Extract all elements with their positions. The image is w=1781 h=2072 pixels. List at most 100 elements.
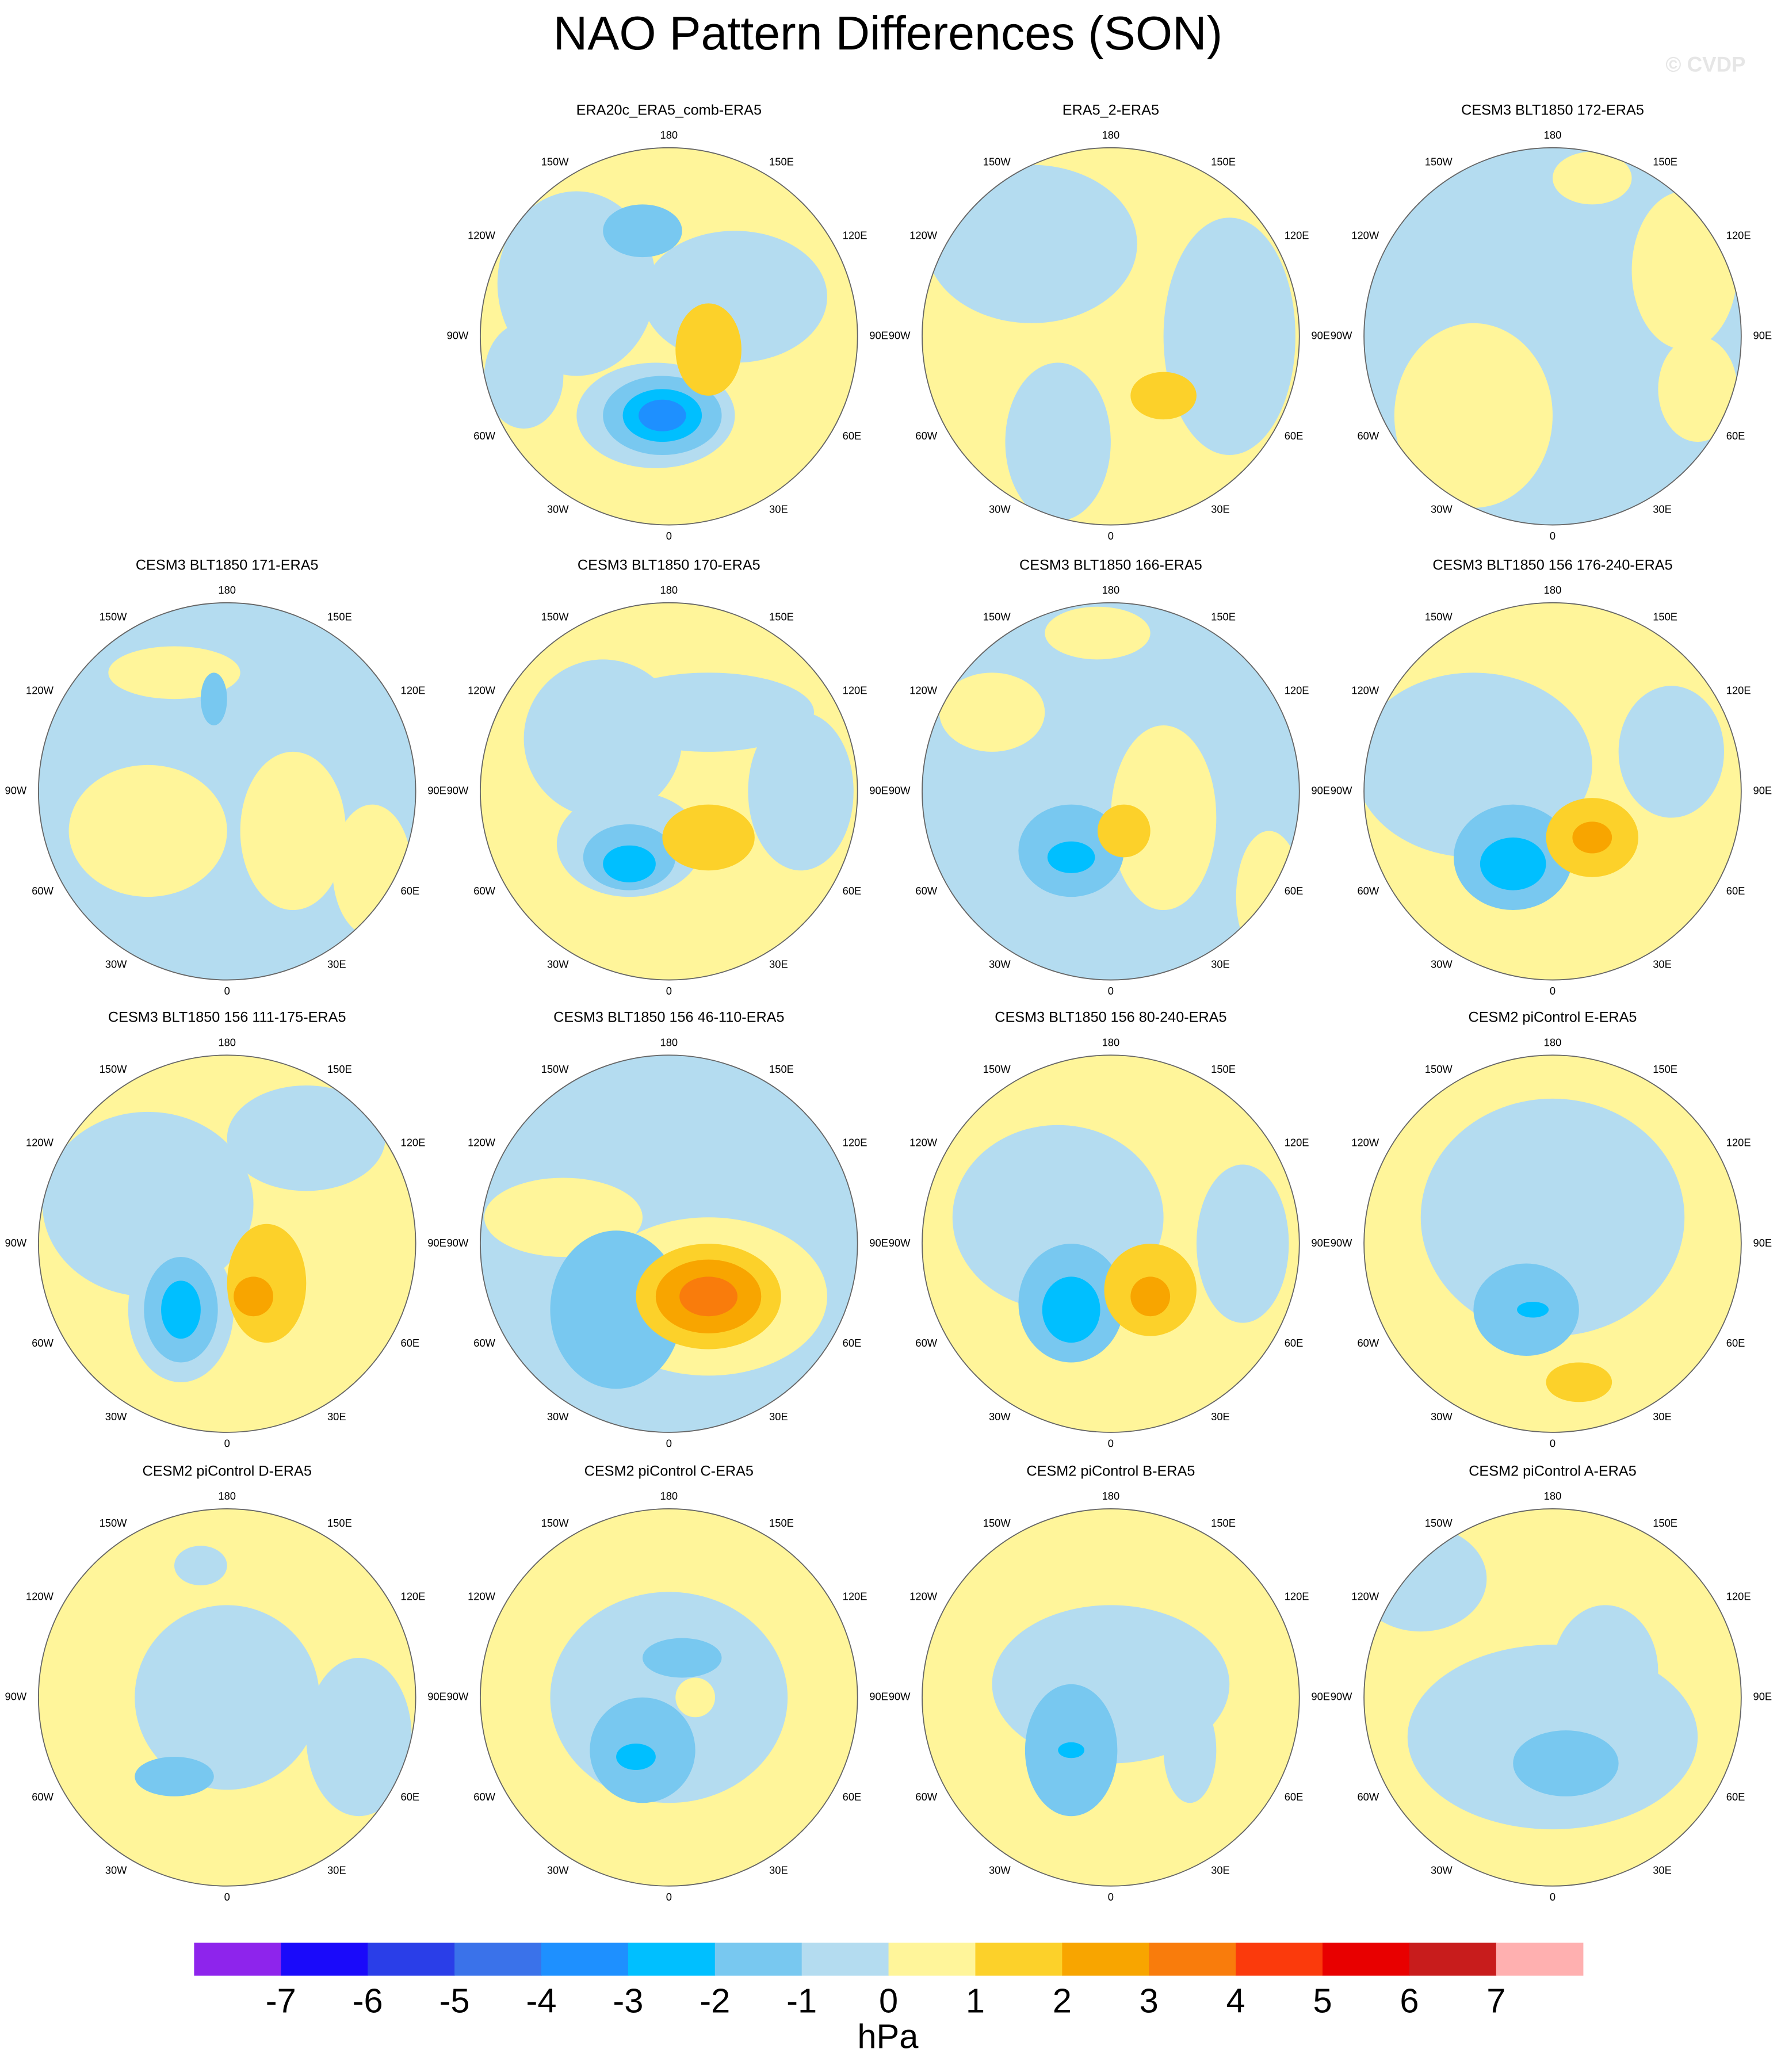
lon-label: 150W xyxy=(541,1063,570,1075)
lon-label: 90W xyxy=(1331,330,1352,342)
lon-label: 60W xyxy=(1357,1791,1379,1803)
contour-fill xyxy=(240,751,346,911)
lon-label: 180 xyxy=(1544,584,1562,596)
contour-fill xyxy=(234,1276,273,1317)
colorbar-box xyxy=(541,1943,629,1976)
lon-label: 90W xyxy=(5,1237,27,1249)
lon-label: 90W xyxy=(447,785,469,797)
lon-label: 30W xyxy=(989,1410,1011,1423)
lon-label: 90E xyxy=(427,785,446,797)
lon-label: 60W xyxy=(915,430,937,442)
panel-title: CESM2 piControl D-ERA5 xyxy=(143,1463,312,1479)
lon-label: 150W xyxy=(541,1517,570,1529)
panel-title: CESM3 BLT1850 166-ERA5 xyxy=(1019,557,1202,573)
lon-label: 150W xyxy=(983,1517,1011,1529)
panel-title: CESM3 BLT1850 156 111-175-ERA5 xyxy=(108,1010,346,1026)
lon-label: 90E xyxy=(427,1691,446,1703)
lon-label: 150W xyxy=(100,1063,128,1075)
lon-label: 30E xyxy=(769,503,788,515)
lon-label: 90E xyxy=(869,330,888,342)
lon-label: 120W xyxy=(909,1137,938,1149)
contour-fill xyxy=(1110,725,1217,911)
map-panel: CESM3 BLT1850 170-ERA5 0 30E 60E 90E 120E 150E… xyxy=(447,557,888,997)
map-fill xyxy=(922,1055,1300,1432)
contour-fill xyxy=(1394,323,1553,508)
lon-label: 30W xyxy=(989,1864,1011,1876)
lon-label: 0 xyxy=(666,985,672,997)
colorbar-box xyxy=(281,1943,368,1976)
map-panel: CESM3 BLT1850 172-ERA5 0 30E 60E 90E 120E 150E… xyxy=(1331,102,1772,542)
lon-label: 90E xyxy=(427,1237,446,1249)
panel-title: CESM2 piControl B-ERA5 xyxy=(1026,1463,1195,1479)
lon-label: 150E xyxy=(327,1063,352,1075)
lon-label: 30E xyxy=(1211,1410,1230,1423)
lon-label: 30E xyxy=(1653,1864,1672,1876)
contour-fill xyxy=(200,672,227,726)
lon-label: 150W xyxy=(983,611,1011,623)
lon-label: 180 xyxy=(218,1036,236,1048)
lon-label: 30E xyxy=(1211,958,1230,970)
map-panel: CESM2 piControl A-ERA5 0 30E 60E 90E 120E 150E… xyxy=(1331,1463,1772,1903)
lon-label: 30E xyxy=(327,958,346,970)
lon-label: 60W xyxy=(915,1791,937,1803)
lon-label: 120W xyxy=(468,684,496,696)
colorbar-tick-label: 6 xyxy=(1400,1982,1419,2020)
contour-fill xyxy=(952,1125,1164,1310)
panel-title: ERA5_2-ERA5 xyxy=(1063,102,1159,118)
lon-label: 120W xyxy=(1351,1137,1379,1149)
lon-label: 180 xyxy=(1102,584,1120,596)
lon-label: 30E xyxy=(769,1864,788,1876)
colorbar-box xyxy=(628,1943,716,1976)
map-fill xyxy=(1364,147,1741,525)
map-border xyxy=(37,1054,416,1433)
lon-label: 150W xyxy=(983,156,1011,168)
lon-label: 30W xyxy=(547,503,569,515)
contour-fill xyxy=(1480,837,1546,890)
lon-label: 150E xyxy=(769,611,794,623)
lon-label: 120E xyxy=(1285,684,1309,696)
lon-label: 30E xyxy=(1653,958,1672,970)
lon-label: 30W xyxy=(1431,503,1453,515)
lon-label: 180 xyxy=(660,1490,678,1502)
figure-title: NAO Pattern Differences (SON) xyxy=(553,7,1222,60)
contour-fill xyxy=(642,1638,722,1678)
lon-label: 120E xyxy=(401,1137,426,1149)
map-border xyxy=(480,1508,858,1887)
lon-label: 180 xyxy=(1544,1036,1562,1048)
colorbar-box xyxy=(975,1943,1063,1976)
map-panel: CESM2 piControl E-ERA5 0 30E 60E 90E 120E 150E… xyxy=(1331,1010,1772,1450)
lon-label: 90W xyxy=(5,785,27,797)
lon-label: 60W xyxy=(915,885,937,897)
colorbar-box xyxy=(1323,1943,1410,1976)
contour-fill xyxy=(174,1546,227,1585)
lon-label: 120E xyxy=(401,1590,426,1602)
map-border xyxy=(922,602,1300,981)
contour-fill xyxy=(1420,1098,1685,1336)
lon-label: 60E xyxy=(1285,885,1304,897)
colorbar-tick-label: -4 xyxy=(526,1982,556,2020)
colorbar-box xyxy=(454,1943,542,1976)
lon-label: 150W xyxy=(1425,611,1453,623)
contour-fill xyxy=(1163,217,1295,456)
contour-fill xyxy=(306,1658,412,1817)
colorbar-tick-label: 5 xyxy=(1313,1982,1332,2020)
lon-label: 90W xyxy=(889,330,911,342)
lon-label: 60W xyxy=(32,1791,53,1803)
contour-fill xyxy=(1130,372,1197,420)
contour-fill xyxy=(675,303,742,396)
lon-label: 120W xyxy=(1351,229,1379,241)
map-border xyxy=(480,1054,858,1433)
lon-label: 60E xyxy=(1726,1791,1745,1803)
map-panel: CESM3 BLT1850 171-ERA5 0 30E 60E 90E 120E 150E… xyxy=(5,557,446,997)
map-border xyxy=(1363,1054,1742,1433)
lon-label: 150E xyxy=(1653,1517,1677,1529)
lon-label: 30W xyxy=(1431,958,1453,970)
lon-label: 150E xyxy=(769,1063,794,1075)
lon-label: 60E xyxy=(1726,430,1745,442)
contour-fill xyxy=(1517,1302,1549,1318)
lon-label: 120W xyxy=(1351,684,1379,696)
colorbar-tick-label: 7 xyxy=(1486,1982,1505,2020)
lon-label: 90E xyxy=(869,1237,888,1249)
lon-label: 0 xyxy=(224,1437,230,1449)
map-fill xyxy=(38,1055,416,1432)
